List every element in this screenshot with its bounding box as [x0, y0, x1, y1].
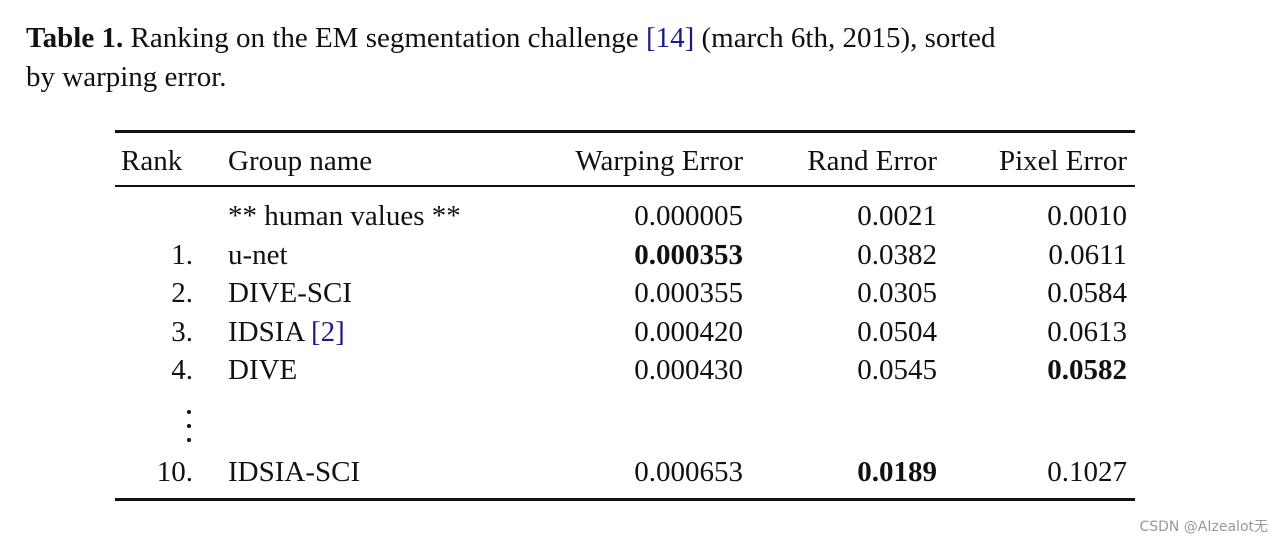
caption-text: Ranking on the EM segmentation challenge — [130, 22, 639, 54]
ellipsis-dot — [187, 410, 191, 414]
error-value: 0.000355 — [634, 277, 743, 310]
ellipsis-dot — [187, 438, 191, 442]
citation: [2] — [310, 315, 345, 348]
mid-rule — [115, 185, 1135, 187]
error-value: 0.0382 — [857, 238, 937, 271]
group-name: DIVE — [228, 354, 298, 387]
error-value: 0.0611 — [1048, 238, 1127, 271]
error-value: 0.0613 — [1047, 315, 1127, 348]
bottom-rule — [115, 498, 1135, 501]
caption-line2: by warping error. — [26, 61, 227, 93]
column-header: Rank — [121, 145, 183, 177]
error-value: 0.1027 — [1047, 456, 1127, 488]
error-value: 0.0010 — [1047, 200, 1127, 232]
error-value: 0.0584 — [1047, 277, 1127, 310]
caption-text: (march 6th, 2015), sorted — [701, 22, 996, 54]
column-header: Rand Error — [807, 145, 937, 177]
error-value: 0.0305 — [857, 277, 937, 310]
error-value: 0.0504 — [857, 315, 937, 348]
column-header: Group name — [228, 145, 373, 177]
group-name: u-net — [228, 238, 288, 271]
rank: 1. — [171, 238, 193, 271]
column-header: Pixel Error — [998, 145, 1127, 177]
error-value: 0.0189 — [857, 456, 937, 488]
error-value: 0.0545 — [857, 354, 937, 387]
column-header: Warping Error — [575, 145, 743, 177]
caption-label: Table 1. — [26, 22, 124, 54]
error-value: 0.0582 — [1047, 354, 1127, 387]
ellipsis-dot — [187, 424, 191, 428]
rank: 10. — [156, 456, 193, 488]
error-value: 0.000420 — [634, 315, 743, 348]
error-value: 0.0021 — [857, 200, 937, 232]
group-name: IDSIA [2] — [228, 315, 345, 348]
rank: 2. — [171, 277, 193, 310]
group-name: DIVE-SCI — [228, 277, 353, 310]
top-rule — [115, 130, 1135, 133]
rank: 3. — [171, 315, 193, 348]
error-value: 0.000353 — [634, 238, 743, 271]
caption-line1: Table 1. Ranking on the EM segmentation … — [26, 21, 995, 55]
error-value: 0.000430 — [634, 354, 743, 387]
group-name: ** human values ** — [228, 200, 461, 232]
group-name: IDSIA-SCI — [228, 456, 361, 488]
rank: 4. — [171, 354, 193, 387]
error-value: 0.000653 — [634, 456, 743, 488]
watermark: CSDN @AIzealot无 — [1139, 519, 1268, 535]
citation: [14] — [645, 22, 695, 54]
error-value: 0.000005 — [634, 200, 743, 232]
